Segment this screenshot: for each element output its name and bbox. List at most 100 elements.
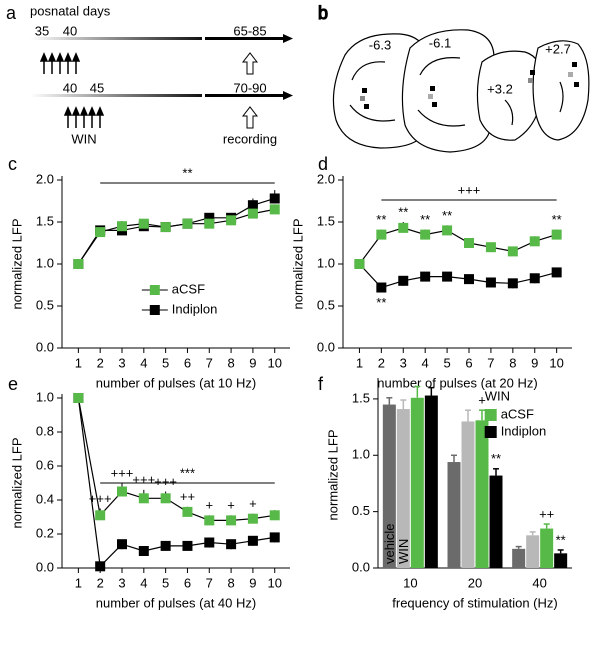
- marker: [269, 532, 280, 543]
- x-tick-label: 1: [75, 575, 82, 590]
- x-tick-label: 5: [443, 355, 450, 370]
- significance-label: **: [182, 165, 192, 180]
- significance-label: +: [227, 498, 235, 513]
- significance-label: +: [478, 393, 486, 408]
- marker: [269, 510, 280, 521]
- y-axis-label: normalized LFP: [9, 218, 24, 309]
- series-line: [77, 397, 275, 568]
- marker: [138, 218, 149, 229]
- x-tick-label: 6: [184, 575, 191, 590]
- bar: [410, 397, 424, 568]
- y-tick-label: 1.0: [36, 255, 54, 270]
- significance-label: +: [249, 496, 257, 511]
- hollow-arrow: [241, 52, 259, 75]
- section-label: +3.2: [487, 81, 513, 96]
- marker: [269, 193, 280, 204]
- timeline: [30, 37, 202, 40]
- y-tick-label: 1.5: [352, 390, 370, 405]
- panel-label: e: [8, 374, 18, 394]
- x-tick-label: 3: [118, 575, 125, 590]
- marker: [117, 539, 127, 550]
- brain-section: [476, 50, 543, 141]
- arrowhead: [283, 34, 293, 43]
- significance-label: **: [376, 295, 386, 310]
- bar: [382, 404, 396, 568]
- x-tick-label: 8: [227, 355, 234, 370]
- bar: [554, 553, 568, 568]
- significance-label: **: [376, 212, 386, 227]
- x-tick-label: 10: [267, 575, 281, 590]
- section-label: -6.3: [369, 37, 391, 52]
- y-axis-label: normalized LFP: [290, 218, 305, 309]
- marker: [507, 278, 518, 289]
- y-tick-label: 1.0: [317, 255, 335, 270]
- panel-label: a: [6, 3, 17, 23]
- y-tick-label: 0.0: [36, 559, 54, 574]
- x-tick-label: 6: [465, 355, 472, 370]
- significance-label: +++: [132, 472, 155, 487]
- x-tick-label: 3: [118, 355, 125, 370]
- y-tick-label: 0.5: [317, 297, 335, 312]
- marker: [507, 246, 518, 257]
- x-tick-label: 4: [422, 355, 429, 370]
- section-label: -6.1: [429, 35, 451, 50]
- marker: [464, 274, 475, 285]
- marker: [160, 540, 171, 551]
- panel-label: d: [318, 154, 328, 174]
- bar: [424, 395, 438, 568]
- y-axis-label: normalized LFP: [9, 437, 24, 528]
- injection-arrows: [63, 106, 105, 128]
- series-line: [77, 397, 275, 521]
- marker: [117, 221, 127, 232]
- bar-label: vehicle: [382, 524, 397, 564]
- bar: [461, 421, 475, 568]
- x-tick-label: 2: [97, 575, 104, 590]
- x-tick-label: 7: [206, 575, 213, 590]
- marker: [247, 208, 258, 219]
- marker: [247, 200, 258, 211]
- panel-a: a posnatal days 35 40 65-85 40 45 WIN 70…: [6, 3, 293, 146]
- significance-label: +++: [154, 474, 177, 489]
- bar: [540, 528, 554, 568]
- significance-label: ***: [180, 465, 195, 480]
- y-tick-label: 2.0: [36, 171, 54, 186]
- marker: [551, 267, 562, 278]
- x-tick-label: 40: [532, 575, 546, 590]
- significance-label: **: [398, 204, 408, 219]
- marker: [269, 204, 280, 215]
- marker: [226, 515, 237, 526]
- marker: [73, 393, 84, 403]
- brain-section: [401, 29, 495, 153]
- y-tick-label: 1.0: [36, 389, 54, 404]
- marker: [138, 493, 149, 504]
- y-tick-label: 0.0: [317, 339, 335, 354]
- significance-label: ++: [539, 506, 554, 521]
- bar: [475, 420, 489, 568]
- marker: [182, 506, 193, 517]
- arrowhead: [283, 91, 293, 100]
- x-axis-label: number of pulses (at 40 Hz): [96, 595, 256, 610]
- x-tick-label: 9: [249, 575, 256, 590]
- y-tick-label: 1.5: [36, 213, 54, 228]
- timeline: [30, 94, 202, 97]
- legend-label: Indiplon: [172, 301, 218, 316]
- x-axis-label: frequency of stimulation (Hz): [392, 595, 557, 610]
- significance-label: +++: [458, 182, 481, 197]
- y-tick-label: 0.6: [36, 457, 54, 472]
- marker: [160, 493, 171, 504]
- marker: [182, 540, 193, 551]
- series-line: [358, 263, 557, 289]
- hollow-arrow: [241, 106, 259, 129]
- injection-arrows: [39, 52, 81, 74]
- x-tick-label: 9: [249, 355, 256, 370]
- x-tick-label: 8: [509, 355, 516, 370]
- significance-label: +: [205, 498, 213, 513]
- marker: [226, 539, 237, 550]
- y-tick-label: 1.5: [317, 213, 335, 228]
- marker: [73, 259, 84, 269]
- marker: [529, 273, 540, 284]
- y-tick-label: 0.8: [36, 423, 54, 438]
- y-tick-label: 0.4: [36, 491, 54, 506]
- x-tick-label: 5: [162, 575, 169, 590]
